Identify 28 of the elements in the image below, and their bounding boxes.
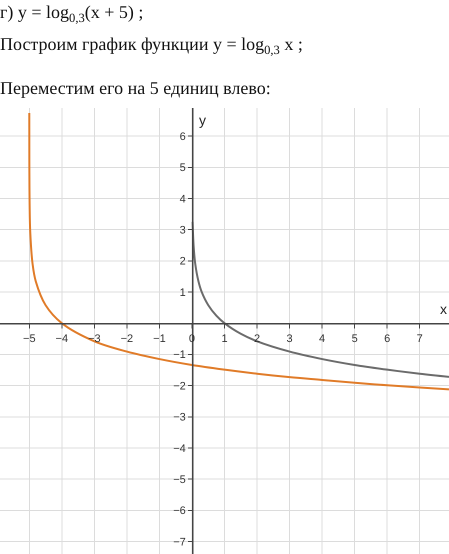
x-tick-label: 5 xyxy=(352,332,358,345)
x-tick-label: 7 xyxy=(416,332,423,345)
y-tick-label: −6 xyxy=(173,505,186,518)
y-tick-label: 3 xyxy=(180,224,186,236)
chart-title: г) y = log$_{0,3}$(x + 5) ; xyxy=(0,2,144,25)
chart-subtitle: Построим график функции y = log$_{0,3}$ x ; xyxy=(0,34,303,57)
x-tick-label: 1 xyxy=(221,332,228,345)
y-tick-label: −2 xyxy=(173,380,186,392)
y-tick-label: 5 xyxy=(180,162,186,174)
text: Переместим его на 5 единиц влево: xyxy=(0,78,271,98)
y-tick-label: 4 xyxy=(180,193,186,206)
y-tick-label: −7 xyxy=(173,536,186,548)
x-axis-title: x xyxy=(440,301,447,317)
y-tick-label: −1 xyxy=(173,349,186,362)
x-tick-label: −1 xyxy=(153,332,166,345)
x-tick-label: 4 xyxy=(319,332,326,345)
x-tick-label: 6 xyxy=(384,332,390,345)
y-tick-label: 6 xyxy=(180,130,186,143)
y-tick-label: −5 xyxy=(173,474,186,486)
x-tick-label: −2 xyxy=(120,332,134,345)
y-axis-title: y xyxy=(199,112,206,128)
y-tick-label: 1 xyxy=(180,286,186,299)
y-tick-label: 2 xyxy=(180,256,186,268)
x-tick-label: −4 xyxy=(56,332,68,345)
y-tick-label: −4 xyxy=(173,442,186,455)
x-tick-label: 3 xyxy=(286,332,293,345)
y-tick-label: −3 xyxy=(173,412,186,424)
x-tick-label: −5 xyxy=(23,332,36,345)
